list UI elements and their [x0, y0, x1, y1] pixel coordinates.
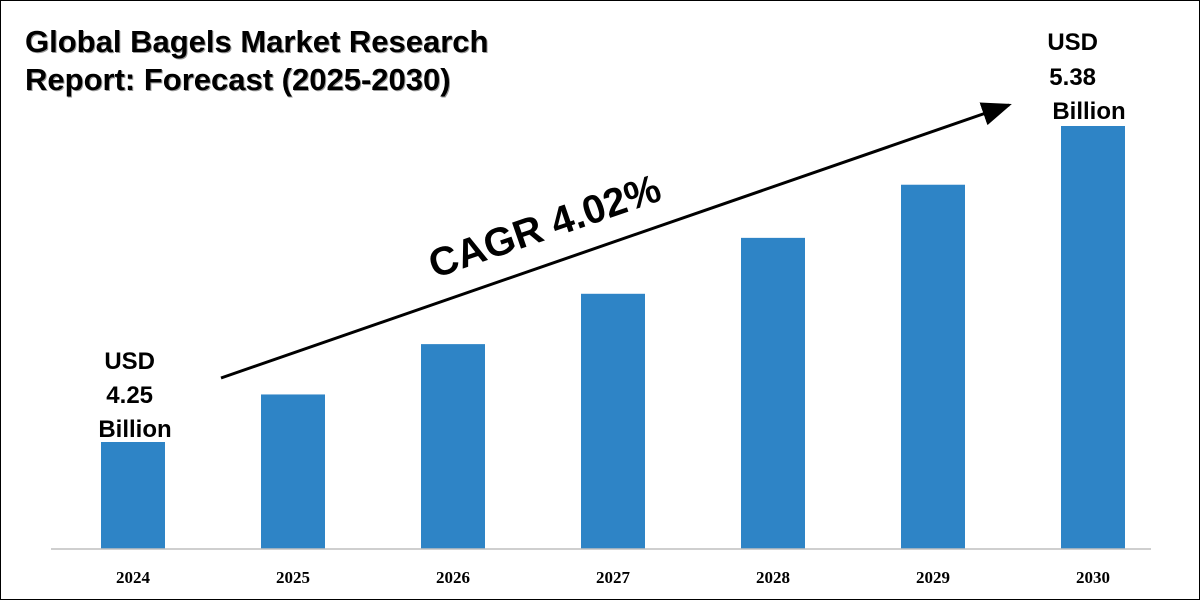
cagr-trend-arrow — [220, 102, 1012, 380]
start-value-line-2: 4.25 — [106, 382, 153, 409]
x-tick-label-2029: 2029 — [916, 568, 950, 587]
x-tick-label-2026: 2026 — [436, 568, 470, 587]
x-tick-label-2025: 2025 — [276, 568, 310, 587]
chart-title: Global Bagels Market Research Report: Fo… — [25, 23, 488, 99]
start-value-label: USD 4.25 Billion — [98, 348, 171, 443]
chart-title-line-1: Global Bagels Market Research — [25, 24, 489, 59]
x-tick-labels: 2024 2025 2026 2027 2028 2029 2030 — [116, 568, 1110, 587]
end-value-line-1: USD — [1047, 29, 1098, 56]
x-tick-label-2027: 2027 — [596, 568, 631, 587]
bar-2025 — [261, 394, 325, 549]
start-value-line-1: USD — [104, 348, 155, 375]
end-value-line-3: Billion — [1052, 98, 1125, 125]
bar-2028 — [741, 237, 805, 550]
bars-layer — [101, 126, 1125, 550]
chart-title-line-2: Report: Forecast (2025-2030) — [25, 62, 451, 97]
end-value-line-2: 5.38 — [1049, 64, 1096, 91]
end-value-label: USD 5.38 Billion — [1047, 29, 1125, 125]
start-value-line-3: Billion — [98, 416, 171, 443]
bar-2030 — [1061, 126, 1125, 549]
bar-2029 — [901, 184, 965, 550]
bar-2026 — [421, 344, 485, 549]
bar-2027 — [581, 293, 645, 549]
x-tick-label-2028: 2028 — [756, 568, 790, 587]
bar-2024 — [101, 442, 165, 549]
x-tick-label-2030: 2030 — [1076, 568, 1110, 587]
cagr-label: CAGR 4.02% — [423, 166, 666, 286]
x-tick-label-2024: 2024 — [116, 568, 151, 587]
